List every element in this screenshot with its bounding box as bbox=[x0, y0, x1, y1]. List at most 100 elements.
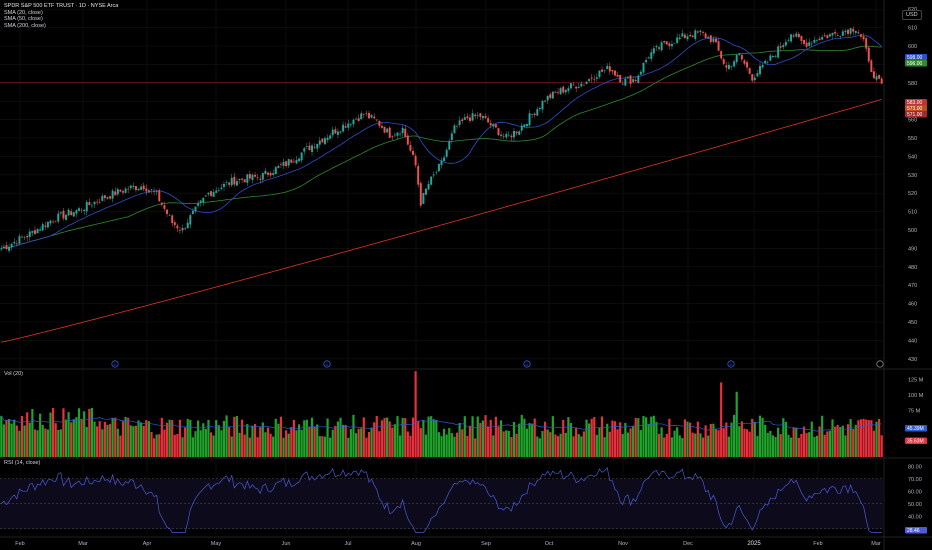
volume-bar bbox=[194, 431, 197, 457]
candle-body bbox=[368, 112, 370, 119]
candle-body bbox=[21, 236, 23, 238]
candle-body bbox=[106, 197, 109, 199]
candle-body bbox=[264, 170, 267, 174]
candle-body bbox=[10, 243, 13, 248]
volume-bar bbox=[694, 433, 697, 457]
volume-bar bbox=[577, 434, 580, 457]
volume-bar bbox=[432, 419, 435, 457]
candle-body bbox=[160, 202, 163, 205]
volume-bar bbox=[536, 436, 539, 457]
volume-bar bbox=[678, 435, 681, 457]
candle-body bbox=[828, 34, 831, 37]
candle-body bbox=[300, 152, 303, 161]
candle-body bbox=[665, 41, 668, 45]
volume-bar bbox=[2, 424, 5, 457]
volume-last-badge bbox=[905, 437, 927, 444]
candle-body bbox=[857, 32, 860, 34]
volume-bar bbox=[406, 431, 409, 457]
volume-bar bbox=[409, 435, 412, 457]
candle-body bbox=[761, 64, 764, 68]
candle-body bbox=[533, 113, 536, 115]
candle-body bbox=[614, 70, 616, 76]
candle-body bbox=[844, 30, 847, 32]
candle-body bbox=[295, 159, 298, 164]
volume-tick-label: 100 M bbox=[908, 393, 924, 399]
volume-bar bbox=[329, 437, 332, 457]
candle-body bbox=[702, 32, 705, 33]
candle-body bbox=[2, 246, 5, 249]
volume-bar bbox=[70, 422, 73, 457]
volume-bar bbox=[342, 424, 345, 457]
volume-bar bbox=[613, 421, 617, 457]
volume-bar bbox=[171, 420, 174, 457]
volume-bar bbox=[512, 421, 516, 457]
volume-bar bbox=[639, 430, 642, 457]
candle-body bbox=[554, 91, 557, 93]
volume-bar bbox=[681, 438, 684, 457]
price-tick-label: 580 bbox=[908, 81, 917, 87]
volume-bar bbox=[580, 436, 583, 457]
volume-bar bbox=[642, 415, 645, 457]
volume-bar bbox=[266, 427, 270, 457]
candle-body bbox=[686, 36, 689, 40]
volume-bar bbox=[83, 411, 86, 457]
time-tick-label: Jun bbox=[282, 541, 291, 547]
volume-bar bbox=[520, 414, 523, 457]
volume-bar bbox=[588, 423, 591, 457]
rsi-tick-label: 70.00 bbox=[908, 477, 922, 483]
candle-body bbox=[458, 120, 461, 126]
candle-body bbox=[153, 191, 156, 192]
volume-bar bbox=[564, 432, 567, 457]
candle-body bbox=[202, 198, 205, 203]
volume-bar bbox=[494, 416, 497, 457]
candle-body bbox=[510, 135, 513, 138]
candle-body bbox=[15, 243, 18, 245]
candle-body bbox=[409, 145, 412, 151]
candle-body bbox=[694, 30, 697, 39]
time-tick-label: Oct bbox=[545, 541, 554, 547]
volume-bar bbox=[51, 407, 55, 457]
candle-body bbox=[318, 140, 321, 145]
volume-bar bbox=[862, 418, 865, 457]
candle-body bbox=[753, 77, 756, 81]
candle-body bbox=[298, 158, 301, 162]
candle-body bbox=[663, 41, 666, 43]
candle-body bbox=[538, 107, 541, 110]
volume-bar bbox=[207, 419, 210, 457]
time-tick-label: Jul bbox=[344, 541, 351, 547]
candle-body bbox=[80, 209, 83, 211]
volume-bar bbox=[158, 434, 161, 457]
volume-bar bbox=[300, 429, 303, 457]
currency-button[interactable]: USD bbox=[902, 3, 932, 20]
candle-body bbox=[8, 246, 11, 251]
candle-body bbox=[197, 203, 200, 206]
rsi-tick-label: 40.00 bbox=[908, 514, 922, 520]
candle-body bbox=[267, 172, 269, 175]
volume-bar bbox=[629, 428, 632, 457]
candle-body bbox=[269, 172, 272, 176]
candle-body bbox=[481, 116, 484, 119]
candle-body bbox=[67, 209, 70, 216]
volume-bar bbox=[771, 435, 775, 457]
volume-bar bbox=[751, 418, 754, 457]
candle-body bbox=[759, 66, 761, 75]
candle-body bbox=[228, 182, 231, 185]
volume-bar bbox=[93, 421, 96, 457]
candle-body bbox=[383, 126, 386, 133]
volume-bar bbox=[121, 421, 125, 457]
candle-body bbox=[122, 191, 124, 193]
volume-bar bbox=[160, 417, 163, 457]
candle-body bbox=[595, 77, 598, 79]
price-tick-label: 490 bbox=[908, 246, 917, 252]
volume-bar bbox=[761, 417, 764, 457]
dividend-marker-icon bbox=[111, 360, 119, 368]
volume-bar bbox=[155, 434, 158, 457]
volume-bar bbox=[62, 408, 65, 457]
price-badge-label: 598.00 bbox=[907, 55, 923, 61]
candle-body bbox=[259, 178, 262, 180]
price-tick-label: 600 bbox=[908, 44, 917, 50]
candle-body bbox=[393, 134, 396, 136]
candle-body bbox=[699, 30, 702, 33]
